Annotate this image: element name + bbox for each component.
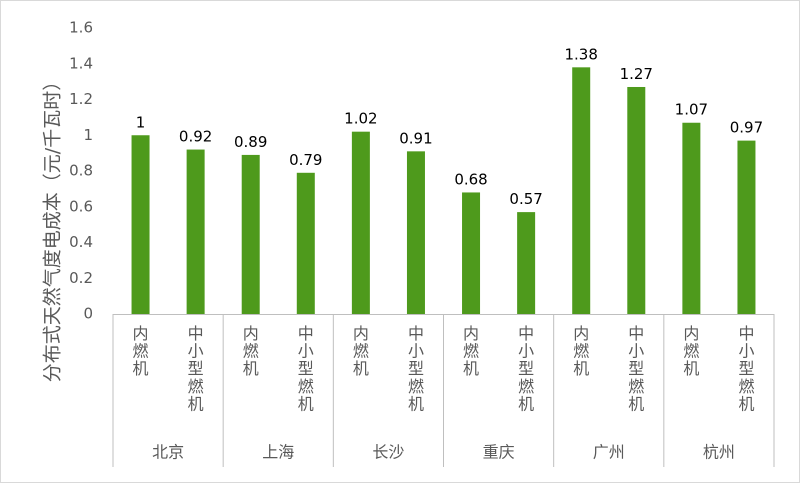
group-label: 北京: [152, 443, 184, 462]
bar: [627, 86, 646, 314]
category-label: 内燃机: [683, 324, 699, 378]
y-tick-label: 0.2: [69, 269, 93, 287]
bar: [517, 212, 536, 314]
y-tick-label: 1.4: [69, 54, 93, 72]
category-label: 内燃机: [573, 324, 589, 378]
bar: [131, 135, 150, 314]
category-label: 中小型燃机: [408, 324, 424, 413]
bar: [186, 149, 205, 314]
bar-value-label: 1.27: [620, 65, 653, 83]
bar: [296, 172, 315, 314]
bar-value-label: 1.38: [565, 45, 598, 63]
group-label: 重庆: [483, 443, 515, 462]
bar: [351, 131, 370, 314]
bar: [241, 154, 260, 314]
category-label: 中小型燃机: [738, 324, 754, 413]
group-label: 长沙: [372, 443, 404, 462]
bar: [682, 122, 701, 314]
bar-value-label: 0.91: [399, 129, 432, 147]
bar-value-label: 1: [136, 113, 146, 131]
category-label: 内燃机: [243, 324, 259, 378]
y-tick-label: 0: [83, 305, 93, 323]
y-tick-label: 0.8: [69, 162, 93, 180]
category-label: 中小型燃机: [188, 324, 204, 413]
bar-value-label: 0.57: [509, 190, 542, 208]
bar-value-label: 1.02: [344, 110, 377, 128]
bar: [737, 140, 756, 314]
bar-value-label: 1.07: [675, 101, 708, 119]
bar-value-label: 0.89: [234, 133, 267, 151]
group-label: 上海: [262, 443, 294, 462]
bar: [462, 192, 481, 314]
group-label: 杭州: [703, 443, 735, 462]
y-axis-title: 分布式天然气度电成本（元/千瓦时）: [42, 72, 64, 382]
y-tick-label: 0.4: [69, 233, 93, 251]
category-label: 中小型燃机: [518, 324, 534, 413]
data-labels: 1 0.92 0.89 0.79 1.02 0.91 0.68 0.57 1.38 1.27 1.0…: [136, 45, 763, 208]
y-tick-label: 0.6: [69, 197, 93, 215]
bar-value-label: 0.79: [289, 151, 322, 169]
y-axis-ticks: 0 0.2 0.4 0.6 0.8 1 1.2 1.4 1.6: [69, 19, 93, 323]
category-label: 内燃机: [133, 324, 149, 378]
category-label: 内燃机: [463, 324, 479, 378]
y-tick-label: 1.6: [69, 19, 93, 37]
y-tick-label: 1.2: [69, 90, 93, 108]
category-label: 内燃机: [353, 324, 369, 378]
y-axis-title-group: 分布式天然气度电成本（元/千瓦时）: [42, 72, 64, 382]
category-label: 中小型燃机: [628, 324, 644, 413]
y-tick-label: 1: [83, 126, 93, 144]
bar-value-label: 0.97: [730, 119, 763, 137]
bar: [406, 151, 425, 314]
bar-value-label: 0.68: [454, 170, 487, 188]
bars: [131, 67, 756, 314]
bar-value-label: 0.92: [179, 128, 212, 146]
bar: [572, 67, 591, 314]
category-label: 中小型燃机: [298, 324, 314, 413]
group-label: 广州: [593, 443, 625, 462]
